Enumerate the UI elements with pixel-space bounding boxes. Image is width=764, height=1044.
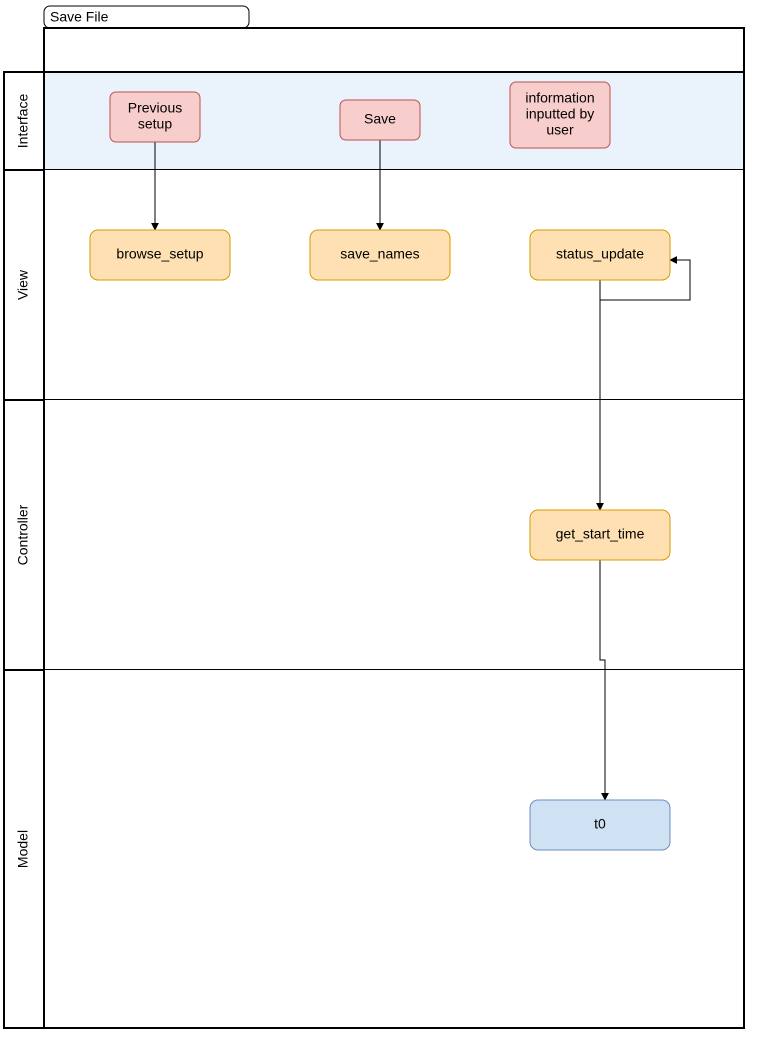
node-label-info_input-line2: user (546, 122, 574, 138)
node-save: Save (340, 100, 420, 140)
lane-area-view (44, 170, 744, 400)
node-label-status_update-line0: status_update (556, 246, 644, 262)
node-label-previous_setup-line1: setup (138, 116, 172, 132)
node-save_names: save_names (310, 230, 450, 280)
title-tab-label: Save File (50, 9, 109, 25)
node-label-t0-line0: t0 (594, 816, 606, 832)
node-label-save_names-line0: save_names (340, 246, 419, 262)
node-label-previous_setup-line0: Previous (128, 100, 182, 116)
node-label-info_input-line1: inputted by (526, 106, 595, 122)
node-status_update: status_update (530, 230, 670, 280)
node-label-save-line0: Save (364, 111, 396, 127)
lane-label-interface: Interface (15, 94, 31, 149)
lane-label-model: Model (15, 830, 31, 868)
node-browse_setup: browse_setup (90, 230, 230, 280)
lane-label-controller: Controller (15, 504, 31, 565)
node-previous_setup: Previoussetup (110, 92, 200, 142)
node-t0: t0 (530, 800, 670, 850)
node-label-get_start_time-line0: get_start_time (556, 526, 645, 542)
node-label-info_input-line0: information (525, 90, 594, 106)
node-get_start_time: get_start_time (530, 510, 670, 560)
swimlane-diagram: Save File Interface View Controller Model Pre… (0, 0, 764, 1044)
node-info_input: informationinputted byuser (510, 82, 610, 148)
node-label-browse_setup-line0: browse_setup (116, 246, 203, 262)
lane-label-view: View (15, 269, 31, 300)
